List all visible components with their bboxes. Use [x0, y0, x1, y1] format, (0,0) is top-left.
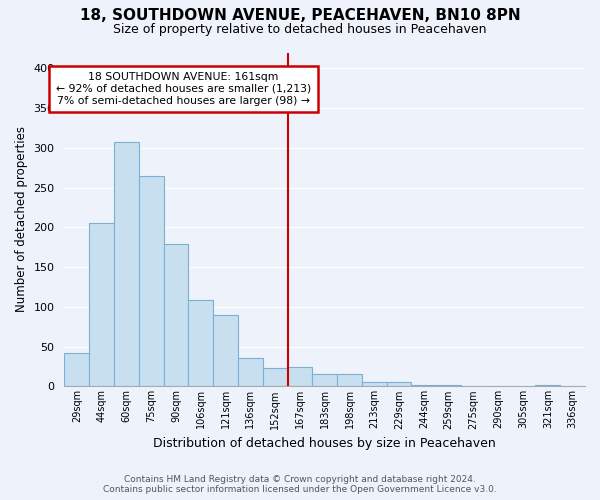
Bar: [535, 385, 560, 386]
Text: Size of property relative to detached houses in Peacehaven: Size of property relative to detached ho…: [113, 22, 487, 36]
Bar: [139, 176, 164, 386]
Bar: [64, 353, 89, 386]
Text: 18 SOUTHDOWN AVENUE: 161sqm
← 92% of detached houses are smaller (1,213)
7% of s: 18 SOUTHDOWN AVENUE: 161sqm ← 92% of det…: [56, 72, 311, 106]
Bar: [238, 358, 263, 386]
Bar: [114, 142, 139, 386]
X-axis label: Distribution of detached houses by size in Peacehaven: Distribution of detached houses by size …: [154, 437, 496, 450]
Bar: [386, 382, 412, 386]
Bar: [412, 385, 436, 386]
Bar: [287, 366, 313, 386]
Bar: [188, 300, 213, 386]
Bar: [436, 385, 461, 386]
Text: 18, SOUTHDOWN AVENUE, PEACEHAVEN, BN10 8PN: 18, SOUTHDOWN AVENUE, PEACEHAVEN, BN10 8…: [80, 8, 520, 22]
Bar: [164, 244, 188, 386]
Bar: [337, 374, 362, 386]
Bar: [362, 382, 386, 386]
Y-axis label: Number of detached properties: Number of detached properties: [15, 126, 28, 312]
Text: Contains HM Land Registry data © Crown copyright and database right 2024.
Contai: Contains HM Land Registry data © Crown c…: [103, 474, 497, 494]
Bar: [89, 222, 114, 386]
Bar: [313, 374, 337, 386]
Bar: [213, 315, 238, 386]
Bar: [263, 368, 287, 386]
